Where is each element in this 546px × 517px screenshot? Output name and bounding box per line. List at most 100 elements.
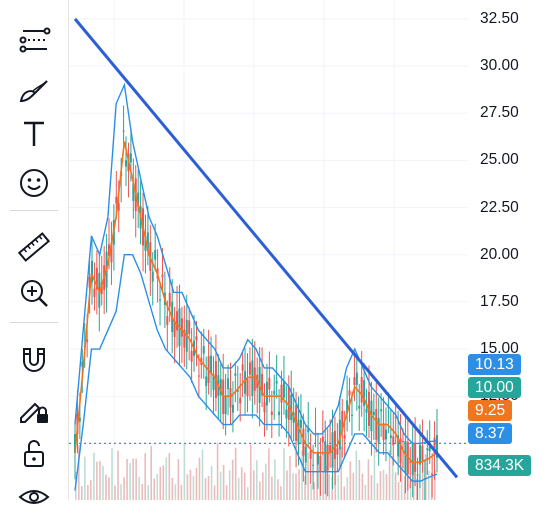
volume-bar	[313, 482, 315, 500]
volume-bar	[400, 464, 403, 500]
volume-bar	[286, 470, 288, 500]
volume-bar	[165, 457, 168, 500]
volume-bar	[385, 474, 388, 500]
volume-bar	[412, 465, 415, 500]
volume-bar	[162, 465, 165, 500]
volume-bar	[376, 483, 379, 500]
price-chart[interactable]	[69, 0, 469, 500]
candle-body	[365, 408, 368, 413]
candle-body	[411, 443, 414, 476]
candle-body	[263, 402, 266, 413]
volume-bar	[409, 481, 412, 500]
drawn-trendline[interactable]	[73, 17, 459, 479]
eye-visibility-tool-button[interactable]	[14, 477, 54, 517]
candle-body	[436, 435, 438, 458]
volume-bar	[283, 448, 285, 500]
bollinger-band-line	[74, 254, 438, 491]
volume-bar	[397, 482, 400, 500]
volume-bar	[198, 457, 201, 500]
candle-body	[219, 379, 222, 396]
candle-body	[122, 130, 125, 132]
volume-bar	[433, 470, 436, 500]
candle-body	[389, 435, 392, 439]
crosshair-tool-icon	[17, 0, 51, 19]
volume-bar	[301, 450, 303, 500]
volume-bar	[123, 477, 125, 500]
candle-body	[426, 448, 429, 451]
text-tool-button[interactable]	[14, 114, 54, 154]
volume-bar	[210, 465, 213, 500]
candle-body	[346, 400, 349, 414]
candle-body	[353, 377, 356, 385]
volume-bar	[424, 454, 427, 500]
candle-body	[333, 430, 336, 459]
volume-bar	[325, 465, 327, 500]
unlock-tool-button[interactable]	[14, 433, 54, 473]
candle-body	[125, 160, 128, 167]
candle-body	[231, 404, 234, 413]
magnet-tool-button[interactable]	[14, 340, 54, 380]
price-badge: 10.13	[468, 354, 521, 375]
volume-bar	[271, 476, 273, 500]
volume-bar	[168, 453, 171, 500]
candle-body	[314, 434, 317, 436]
candle-body	[88, 277, 91, 288]
candle-body	[146, 232, 149, 252]
indicator-lines-tool-button[interactable]	[14, 20, 54, 60]
candle-body	[108, 244, 111, 256]
candle-body	[375, 408, 378, 440]
volume-bar	[87, 484, 89, 500]
toolbar-separator	[10, 322, 58, 323]
candle-body	[268, 377, 271, 390]
candle-body	[380, 409, 383, 412]
volume-bar	[337, 475, 340, 500]
candle-body	[316, 451, 319, 465]
ruler-tool-button[interactable]	[14, 227, 54, 267]
candle-body	[428, 446, 431, 452]
candle-body	[275, 380, 278, 384]
price-tick-label: 17.50	[480, 292, 519, 310]
toolbar-separator	[10, 210, 58, 211]
volume-bar	[111, 448, 113, 500]
volume-bar	[340, 446, 343, 500]
candle-body	[183, 329, 186, 348]
zoom-in-tool-button[interactable]	[14, 273, 54, 313]
price-tick-label: 30.00	[480, 57, 519, 75]
brush-tool-button[interactable]	[14, 70, 54, 110]
candle-body	[418, 444, 421, 465]
candle-body	[91, 260, 94, 283]
chart-pane[interactable]	[68, 0, 469, 500]
volume-bar	[192, 475, 195, 500]
candle-body	[132, 183, 135, 201]
candle-body	[287, 387, 290, 421]
lock-drawings-tool-button[interactable]	[14, 389, 54, 429]
volume-bar	[204, 478, 207, 500]
volume-bar	[262, 472, 264, 500]
candle-body	[117, 203, 120, 211]
emoji-tool-icon	[20, 169, 48, 197]
volume-bar	[370, 475, 373, 500]
volume-bar	[277, 479, 279, 500]
drawing-toolbar	[0, 0, 68, 504]
volume-bar	[102, 465, 104, 500]
candle-body	[180, 318, 183, 337]
volume-bar	[352, 472, 355, 500]
text-tool-icon	[24, 121, 44, 146]
candle-body	[312, 464, 315, 466]
volume-bar	[222, 464, 225, 500]
volume-bar	[382, 469, 385, 500]
candle-body	[297, 419, 300, 445]
volume-bar	[138, 476, 140, 500]
volume-bar	[201, 449, 204, 500]
candle-body	[355, 372, 358, 385]
candle-body	[166, 316, 169, 325]
candle-body	[404, 441, 407, 473]
candle-body	[273, 390, 276, 395]
volume-bar	[310, 484, 312, 500]
emoji-tool-button[interactable]	[14, 163, 54, 203]
candle-body	[224, 396, 227, 414]
candle-body	[161, 274, 164, 278]
volume-bar	[117, 450, 119, 500]
crosshair-tool-button[interactable]	[14, 0, 54, 22]
volume-bar	[237, 477, 240, 500]
